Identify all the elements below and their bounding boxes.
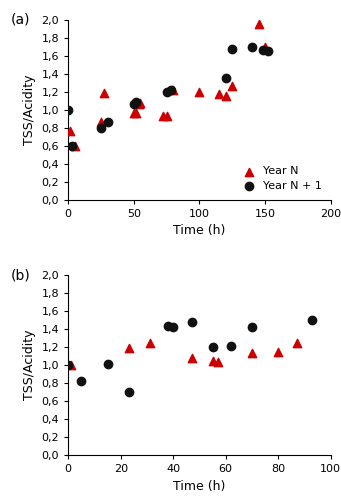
Year N — [197, 88, 202, 96]
Year N + 1 — [249, 43, 255, 51]
Year N + 1 — [189, 318, 194, 326]
Year N + 1 — [228, 342, 234, 350]
Year N + 1 — [131, 100, 136, 108]
Text: (a): (a) — [11, 13, 30, 27]
Year N — [210, 356, 216, 364]
Year N + 1 — [126, 388, 131, 396]
Year N — [134, 108, 139, 116]
Year N — [294, 338, 299, 346]
Year N + 1 — [310, 316, 315, 324]
Year N — [101, 89, 106, 97]
Year N — [263, 43, 268, 51]
Year N + 1 — [223, 74, 228, 82]
Year N — [170, 86, 176, 94]
Year N + 1 — [105, 118, 110, 126]
Year N + 1 — [210, 343, 216, 351]
X-axis label: Time (h): Time (h) — [173, 480, 226, 492]
Year N + 1 — [165, 322, 171, 330]
Year N + 1 — [105, 360, 110, 368]
Text: (b): (b) — [11, 268, 30, 282]
X-axis label: Time (h): Time (h) — [173, 224, 226, 237]
Year N — [98, 118, 104, 126]
Y-axis label: TSS/Acidity: TSS/Acidity — [23, 74, 36, 145]
Year N — [131, 108, 136, 116]
Year N + 1 — [260, 46, 265, 54]
Year N — [164, 112, 169, 120]
Year N + 1 — [170, 324, 176, 332]
Year N + 1 — [265, 48, 270, 56]
Year N + 1 — [70, 142, 75, 150]
Year N — [217, 90, 222, 98]
Year N — [229, 82, 235, 90]
Year N + 1 — [65, 106, 71, 114]
Year N — [276, 348, 281, 356]
Year N — [160, 112, 165, 120]
Year N + 1 — [134, 98, 139, 106]
Legend: Year N, Year N + 1: Year N, Year N + 1 — [234, 163, 325, 194]
Year N + 1 — [65, 361, 71, 369]
Year N — [215, 358, 221, 366]
Year N + 1 — [164, 88, 169, 96]
Year N + 1 — [98, 124, 104, 132]
Year N + 1 — [249, 324, 255, 332]
Year N — [72, 142, 77, 150]
Year N — [256, 20, 261, 28]
Year N — [138, 98, 143, 106]
Year N — [67, 126, 72, 134]
Year N — [126, 344, 131, 352]
Year N + 1 — [78, 378, 84, 386]
Year N — [223, 92, 228, 100]
Year N + 1 — [229, 45, 235, 53]
Year N + 1 — [168, 86, 173, 94]
Year N — [68, 361, 74, 369]
Year N — [249, 348, 255, 356]
Year N — [136, 100, 142, 108]
Year N — [147, 338, 152, 346]
Year N — [189, 354, 194, 362]
Y-axis label: TSS/Acidity: TSS/Acidity — [23, 330, 36, 400]
